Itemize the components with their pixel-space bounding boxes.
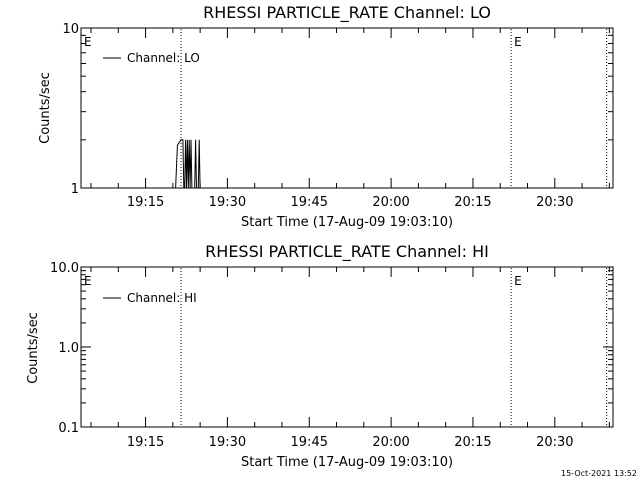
panel-hi: RHESSI PARTICLE_RATE Channel: HI Counts/… [26, 242, 614, 470]
y-axis-label-hi: Counts/sec [26, 312, 41, 384]
x-tick-label: 20:30 [536, 195, 573, 210]
series-lo [175, 139, 201, 189]
x-tick-label: 19:45 [291, 435, 328, 450]
x-axis-label-hi: Start Time (17-Aug-09 19:03:10) [241, 455, 453, 470]
y-axis-label-lo: Counts/sec [38, 72, 53, 144]
legend-label-lo: Channel: LO [127, 51, 200, 65]
y-ticks-hi: 0.1 1.0 10.0 [50, 261, 613, 436]
event-marker-label: E [84, 274, 92, 288]
y-tick-label: 1 [71, 182, 79, 197]
footer-timestamp: 15-Oct-2021 13:52 [561, 469, 637, 478]
event-marker-label: E [514, 35, 522, 49]
x-tick-label: 20:15 [454, 435, 491, 450]
event-marker-label: E [84, 35, 92, 49]
x-ticks-lo: 19:15 19:30 19:45 20:00 20:15 20:30 [90, 28, 610, 210]
legend-lo: Channel: LO [103, 51, 200, 65]
x-ticks-hi: 19:15 19:30 19:45 20:00 20:15 20:30 [90, 267, 610, 450]
y-ticks-lo: 1 10 [62, 22, 613, 197]
legend-label-hi: Channel: HI [127, 291, 197, 305]
x-axis-label-lo: Start Time (17-Aug-09 19:03:10) [241, 215, 453, 230]
series-line [175, 139, 201, 189]
y-tick-label: 0.1 [58, 421, 79, 436]
x-tick-label: 19:45 [291, 195, 328, 210]
chart-title-hi: RHESSI PARTICLE_RATE Channel: HI [205, 242, 489, 262]
x-tick-label: 20:30 [536, 435, 573, 450]
x-tick-label: 20:00 [372, 195, 409, 210]
chart-title-lo: RHESSI PARTICLE_RATE Channel: LO [203, 3, 491, 23]
x-tick-label: 19:15 [127, 195, 164, 210]
event-marker-label: E [514, 274, 522, 288]
y-tick-label: 10.0 [50, 261, 79, 276]
legend-hi: Channel: HI [103, 291, 197, 305]
x-tick-label: 20:00 [372, 435, 409, 450]
panel-lo: RHESSI PARTICLE_RATE Channel: LO Counts/… [38, 3, 614, 230]
x-tick-label: 19:30 [209, 195, 246, 210]
y-tick-label: 1.0 [58, 341, 79, 356]
plot-frame-lo [80, 27, 614, 189]
x-tick-label: 19:30 [209, 435, 246, 450]
y-tick-label: 10 [62, 22, 79, 37]
x-tick-label: 20:15 [454, 195, 491, 210]
x-tick-label: 19:15 [127, 435, 164, 450]
